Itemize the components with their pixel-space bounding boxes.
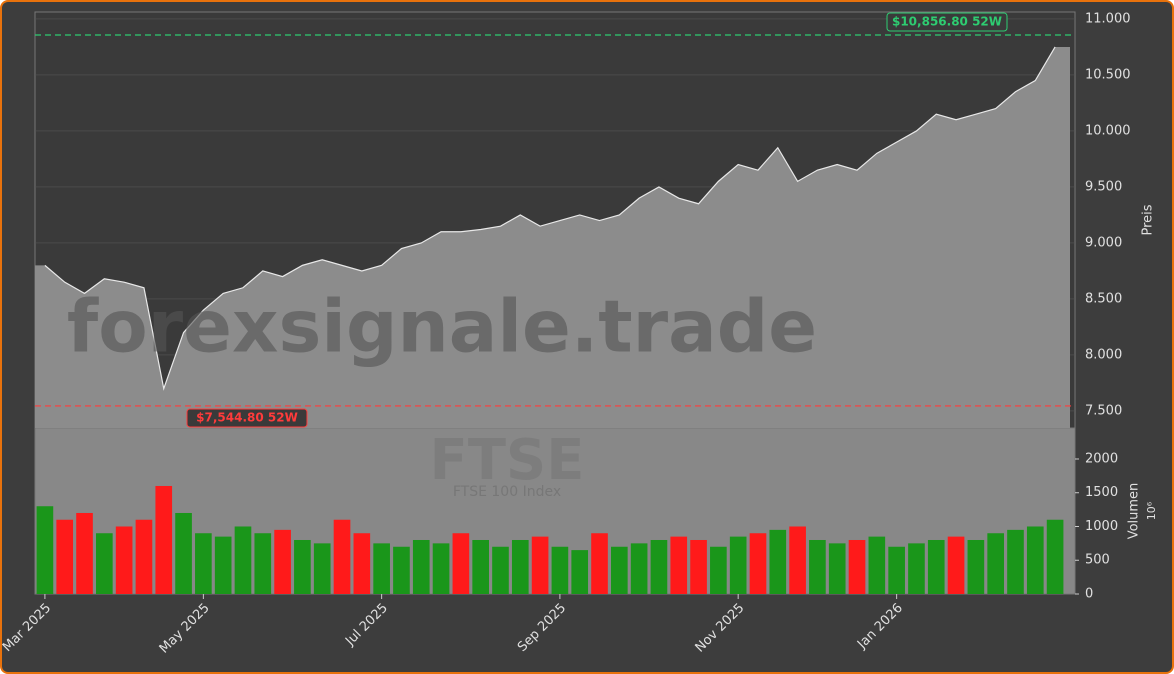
annotation-box: [186, 408, 308, 428]
volume-bar: [650, 539, 668, 594]
volume-bar: [729, 536, 747, 594]
volume-bar: [571, 550, 589, 594]
volume-bar: [630, 543, 648, 594]
volume-bar: [274, 529, 291, 594]
volume-bar: [195, 533, 212, 594]
y-tick-label: 10.500: [1085, 67, 1131, 82]
volume-bar: [591, 533, 608, 594]
volume-bar: [908, 543, 925, 594]
volume-bar: [531, 536, 549, 594]
volume-bar: [254, 533, 272, 594]
volume-bar: [472, 539, 489, 594]
y-tick-label: 1500: [1085, 485, 1118, 500]
y-tick-label: 9.000: [1085, 235, 1122, 250]
x-tick-label: Nov 2025: [693, 601, 748, 656]
volume-bar: [294, 539, 311, 594]
volume-bar: [1026, 526, 1044, 594]
volume-bar: [214, 536, 232, 594]
volume-bar: [353, 533, 371, 594]
x-tick-label: Mar 2025: [2, 601, 54, 655]
volume-bar: [492, 546, 509, 594]
volume-bar: [56, 519, 74, 594]
watermark-sub: FTSE 100 Index: [453, 484, 561, 500]
volume-bar: [393, 546, 410, 594]
y-tick-label: 9.500: [1085, 179, 1122, 194]
volume-bar: [769, 529, 787, 594]
volume-bar: [135, 519, 153, 594]
watermark: forexsignale.trade: [67, 285, 817, 369]
watermark: FTSE: [429, 428, 584, 493]
volume-bar: [36, 506, 54, 594]
volume-bar: [333, 519, 351, 594]
y-axis-label: Volumen: [1127, 483, 1142, 540]
price-area: [35, 46, 1070, 429]
volume-bar: [313, 543, 331, 594]
volume-bar: [511, 539, 529, 594]
x-tick-label: May 2025: [157, 601, 213, 657]
y-axis-unit: 10⁶: [1145, 501, 1158, 520]
volume-bar: [1046, 519, 1064, 594]
volume-bar: [690, 539, 707, 594]
x-tick-label: Sep 2025: [515, 601, 569, 655]
volume-bar: [155, 485, 173, 594]
y-tick-label: 8.000: [1085, 347, 1122, 362]
volume-bar: [115, 526, 133, 594]
volume-bar: [749, 533, 767, 594]
y-tick-label: 500: [1085, 553, 1110, 568]
volume-bar: [76, 512, 93, 594]
y-tick-label: 1000: [1085, 519, 1118, 534]
volume-bar: [868, 536, 886, 594]
price-line: [44, 46, 1056, 391]
x-tick-label: Jan 2026: [854, 601, 906, 653]
annotation-box: [886, 12, 1008, 32]
volume-bar: [828, 543, 846, 594]
volume-bar: [412, 539, 430, 594]
y-tick-label: 0: [1085, 587, 1093, 602]
volume-bar: [888, 546, 905, 594]
volume-bar: [175, 512, 192, 594]
volume-bar: [927, 539, 945, 594]
volume-bar: [789, 526, 806, 594]
y-tick-label: 11.000: [1085, 11, 1131, 26]
annotation-label: $7,544.80 52W: [196, 410, 298, 424]
volume-bar: [967, 539, 985, 594]
volume-bar: [551, 546, 569, 594]
annotation-label: $10,856.80 52W: [892, 14, 1002, 28]
volume-bar: [710, 546, 727, 594]
x-tick-label: Jul 2025: [342, 601, 391, 650]
volume-bar: [848, 539, 866, 594]
volume-bar: [234, 526, 252, 594]
volume-bar: [432, 543, 450, 594]
volume-bar: [987, 533, 1004, 594]
volume-bar: [373, 543, 390, 594]
volume-bar: [611, 546, 628, 594]
y-tick-label: 10.000: [1085, 123, 1131, 138]
volume-bar: [452, 533, 470, 594]
volume-bar: [670, 536, 688, 594]
y-tick-label: 2000: [1085, 451, 1118, 466]
volume-bar: [96, 533, 113, 594]
volume-bar: [947, 536, 965, 594]
y-tick-label: 7.500: [1085, 403, 1122, 418]
y-axis-label: Preis: [1141, 204, 1156, 235]
volume-bar: [1007, 529, 1024, 594]
y-tick-label: 8.500: [1085, 291, 1122, 306]
volume-bar: [809, 539, 826, 594]
